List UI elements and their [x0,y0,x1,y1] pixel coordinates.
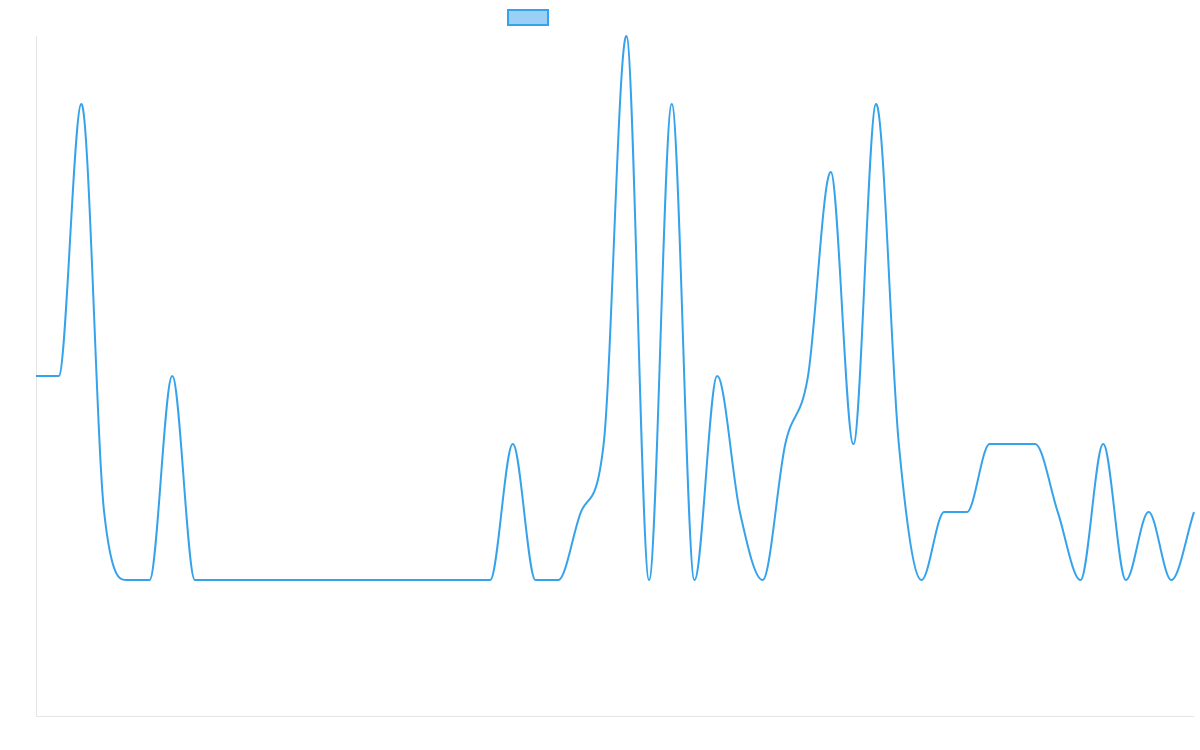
data-point [169,373,175,379]
data-point [1055,509,1061,515]
data-point [1191,509,1197,515]
data-point [1100,441,1106,447]
data-point [533,577,539,583]
data-point [260,577,266,583]
data-point [578,509,584,515]
data-point [691,577,697,583]
data-point [669,101,675,107]
data-point [33,373,39,379]
data-point [56,373,62,379]
data-point [351,577,357,583]
data-point [374,577,380,583]
data-point [919,577,925,583]
data-point [987,441,993,447]
data-point [237,577,243,583]
data-point [442,577,448,583]
data-point [78,101,84,107]
data-point [1032,441,1038,447]
data-point [1146,509,1152,515]
data-point [396,577,402,583]
data-point [714,373,720,379]
data-point [101,509,107,515]
data-point [328,577,334,583]
data-point [147,577,153,583]
data-point [896,441,902,447]
data-point [1123,577,1129,583]
data-point [850,441,856,447]
point-layer [33,33,1197,583]
data-point [215,577,221,583]
data-point [828,169,834,175]
data-point [805,373,811,379]
data-point [964,509,970,515]
data-point [623,33,629,39]
data-point [1077,577,1083,583]
data-point [192,577,198,583]
data-point [646,577,652,583]
data-point [555,577,561,583]
data-point [464,577,470,583]
data-point [124,577,130,583]
data-point [737,509,743,515]
data-point [305,577,311,583]
series-line [36,35,1195,581]
data-point [1009,441,1015,447]
data-point [283,577,289,583]
data-point [510,441,516,447]
data-point [782,441,788,447]
data-point [941,509,947,515]
data-point [873,101,879,107]
legend-swatch[interactable] [507,9,549,26]
data-point [601,441,607,447]
data-point [1168,577,1174,583]
data-point [760,577,766,583]
data-point [419,577,425,583]
data-point [487,577,493,583]
